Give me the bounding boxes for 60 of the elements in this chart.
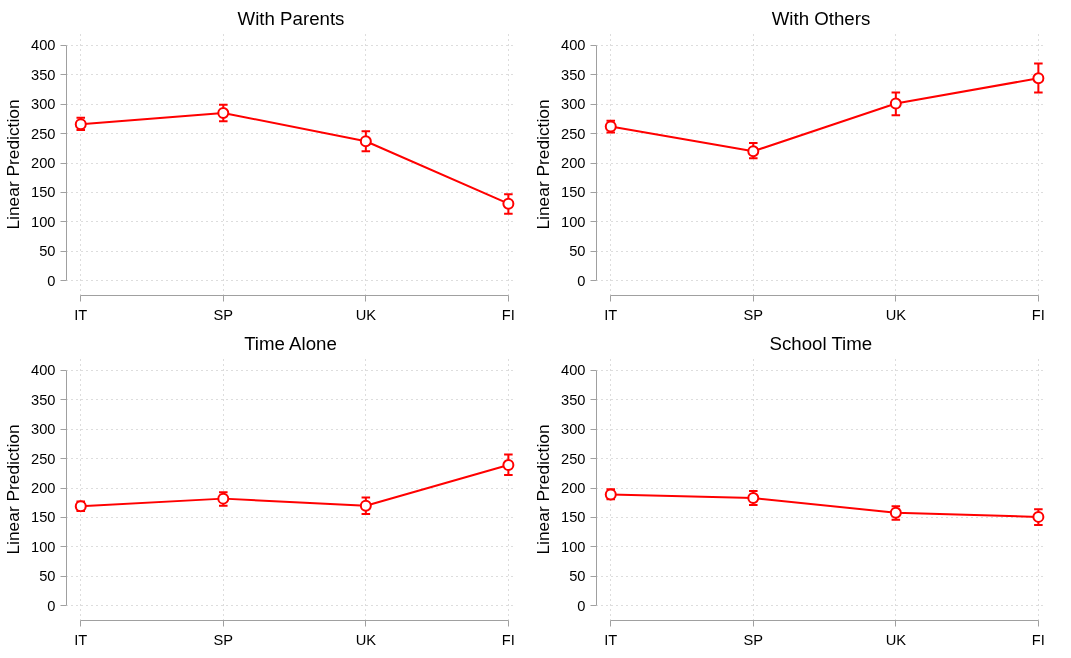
x-tick-label: IT [604,631,618,648]
x-tick-label: UK [355,631,377,648]
y-tick-label: 400 [561,362,586,379]
y-tick-label: 300 [561,96,586,113]
x-tick-label: IT [74,631,88,648]
y-tick-label: 250 [561,450,586,467]
y-tick-label: 100 [31,538,56,555]
x-tick-label: SP [213,631,234,648]
y-tick-label: 0 [47,597,56,614]
x-tick-label: UK [885,631,907,648]
y-tick-label: 250 [561,125,586,142]
y-tick-label: 0 [47,272,56,289]
y-tick-label: 50 [39,243,56,260]
y-tick-label: 50 [39,568,56,585]
x-tick-label: FI [1031,631,1045,648]
chart-title: With Parents [237,7,345,29]
y-tick-label: 150 [31,509,56,526]
y-tick-label: 250 [31,450,56,467]
y-tick-label: 300 [561,421,586,438]
y-axis-title: Linear Prediction [533,424,554,555]
y-tick-label: 250 [31,125,56,142]
y-tick-label: 400 [561,37,586,54]
x-tick-label: SP [213,306,234,323]
y-tick-label: 350 [31,391,56,408]
y-tick-label: 150 [561,184,586,201]
x-tick-label: IT [604,306,618,323]
chart-title: Time Alone [244,332,337,354]
x-tick-label: FI [1031,306,1045,323]
y-tick-label: 200 [31,155,56,172]
x-tick-label: IT [74,306,88,323]
y-tick-label: 100 [561,213,586,230]
y-tick-label: 200 [31,480,56,497]
y-axis-title: Linear Prediction [3,99,24,230]
x-tick-label: UK [355,306,377,323]
y-tick-label: 300 [31,96,56,113]
y-tick-label: 350 [561,66,586,83]
y-axis-title: Linear Prediction [533,99,554,230]
y-tick-label: 200 [561,480,586,497]
y-tick-label: 150 [561,509,586,526]
y-tick-label: 50 [569,243,586,260]
y-tick-label: 350 [31,66,56,83]
y-tick-label: 200 [561,155,586,172]
y-tick-label: 0 [577,597,586,614]
y-tick-label: 350 [561,391,586,408]
y-tick-label: 100 [561,538,586,555]
y-axis-title: Linear Prediction [3,424,24,555]
y-tick-label: 150 [31,184,56,201]
x-tick-label: FI [501,306,515,323]
chart-title: School Time [769,332,873,354]
chart-title: With Others [771,7,871,29]
y-tick-label: 100 [31,213,56,230]
y-tick-label: 0 [577,272,586,289]
y-tick-label: 400 [31,37,56,54]
x-tick-label: SP [743,306,764,323]
x-tick-label: UK [885,306,907,323]
y-tick-label: 300 [31,421,56,438]
y-tick-label: 400 [31,362,56,379]
x-tick-label: FI [501,631,515,648]
y-tick-label: 50 [569,568,586,585]
x-tick-label: SP [743,631,764,648]
